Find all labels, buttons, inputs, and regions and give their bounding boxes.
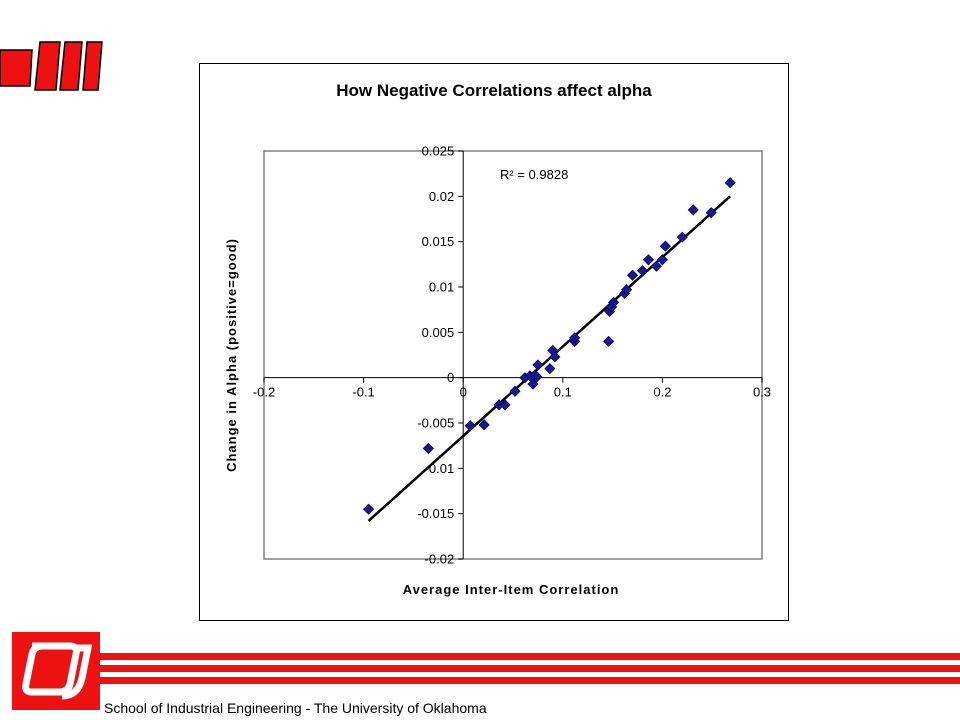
trendline [367,195,731,522]
decorative-red-bars [0,41,103,91]
data-point [464,420,476,432]
data-point [620,284,633,296]
data-point [363,503,375,515]
plot-area [263,150,763,560]
footer-stripes [100,653,960,693]
y-tick-label: 0 [447,370,454,385]
data-point [531,371,543,383]
data-point [422,442,434,454]
data-point [509,385,521,397]
data-point [636,265,649,277]
y-tick-label: -0.015 [417,506,454,521]
data-point [659,240,671,252]
data-point [626,269,639,281]
data-point [724,177,736,189]
data-point [549,351,561,363]
university-logo [12,632,100,710]
x-tick-label: -0.2 [253,385,275,400]
data-point [608,296,620,308]
data-point [676,231,688,243]
data-point [569,332,581,344]
scatter-chart: How Negative Correlations affect alpha -… [224,81,771,597]
y-tick-label: 0.015 [422,234,455,249]
x-tick-label: 0.2 [653,385,671,400]
data-point [656,254,668,266]
data-point [642,254,655,266]
x-tick-label: 0.3 [753,385,771,400]
y-axis-label: Change in Alpha (positive=good) [224,238,239,472]
y-tick-label: 0.005 [422,325,455,340]
data-point [544,363,556,375]
data-point [687,204,699,216]
x-tick-label: 0.1 [554,385,572,400]
data-point [478,419,490,431]
data-point [705,207,717,219]
data-point [532,359,544,371]
chart-title: How Negative Correlations affect alpha [336,81,652,100]
y-tick-label: -0.005 [417,416,454,431]
x-axis-label: Average Inter-Item Correlation [403,582,620,597]
footer-text: School of Industrial Engineering - The U… [104,700,487,716]
x-tick-label: 0 [460,385,467,400]
data-point [527,378,539,390]
y-tick-label: 0.01 [429,280,454,295]
r-squared-annotation: R² = 0.9828 [500,167,568,182]
data-point [650,260,662,272]
chart-area: How Negative Correlations affect alpha -… [199,63,789,621]
data-point [499,399,511,411]
y-tick-label: 0.025 [422,144,455,159]
data-point [603,335,615,347]
x-tick-label: -0.1 [352,385,374,400]
y-tick-label: 0.02 [429,189,454,204]
y-tick-label: -0.02 [425,552,455,567]
